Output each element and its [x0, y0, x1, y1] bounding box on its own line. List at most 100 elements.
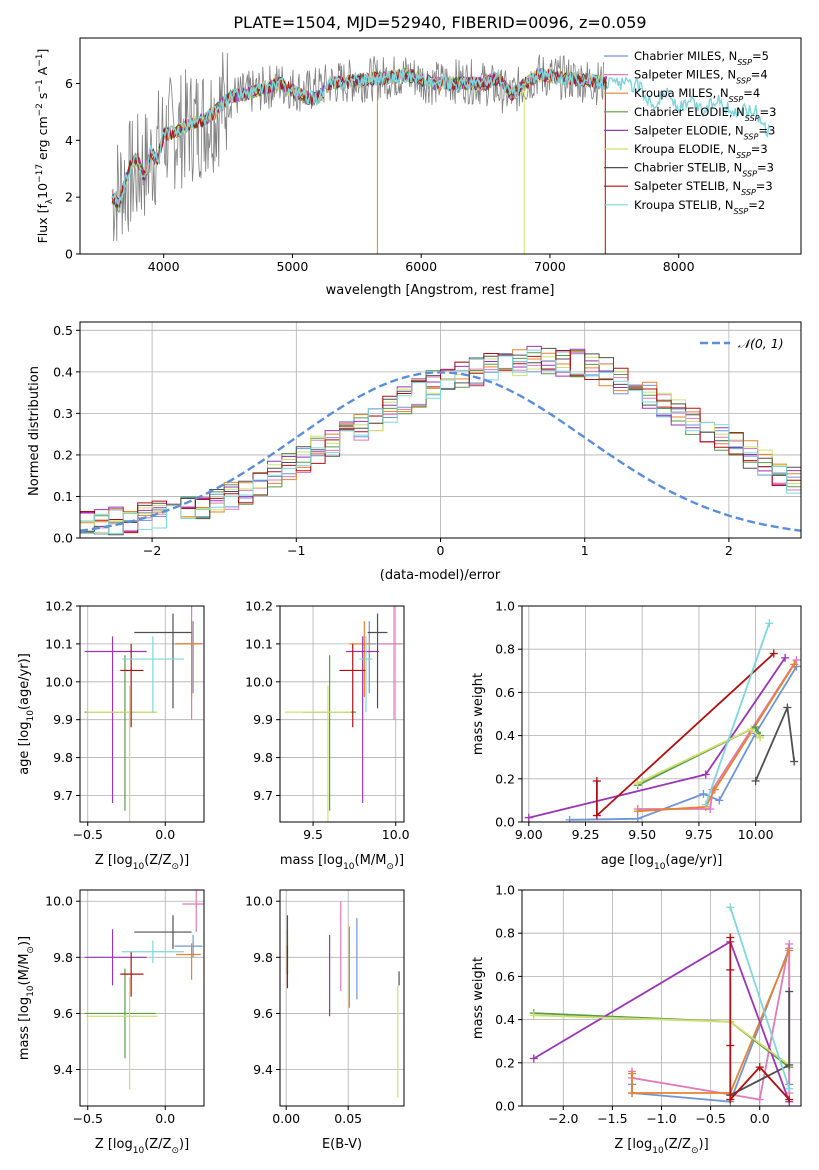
series-marker — [790, 660, 799, 669]
errorbar-point — [86, 976, 158, 1090]
axes: 9.5 10.0 9.7 9.8 9.9 10.0 10.1 10.2 mass [log10(… — [245, 599, 410, 873]
y-tick-label: 9.8 — [253, 950, 273, 965]
series-line-kroupa-stelib — [704, 623, 771, 805]
y-tick-label: 9.4 — [253, 1062, 273, 1077]
series-marker — [751, 722, 760, 731]
figure-title: PLATE=1504, MJD=52940, FIBERID=0096, z=0… — [233, 13, 646, 32]
errorbar-point — [134, 613, 192, 709]
x-tick-label: 1 — [581, 543, 589, 558]
x-tick-label: 0.00 — [272, 1111, 300, 1126]
legend-label: 𝒩(0, 1) — [738, 336, 784, 351]
y-tick-label: 10.0 — [45, 894, 73, 909]
x-tick-label: 9.25 — [572, 827, 600, 842]
x-tick-label: 9.50 — [628, 827, 656, 842]
errorbar-point — [339, 643, 366, 728]
legend-label: Chabrier MILES, NSSP=5 — [634, 49, 769, 67]
y-tick-label: 9.7 — [53, 788, 73, 803]
series-marker — [592, 776, 601, 785]
y-tick-label: 9.4 — [53, 1062, 73, 1077]
series-marker — [706, 805, 715, 814]
series-marker — [701, 770, 710, 779]
x-tick-label: −2 — [143, 543, 161, 558]
series-marker — [529, 1011, 538, 1020]
x-tick-label: 8000 — [663, 259, 695, 274]
x-axis-label: Z [log10(Z/Z⊙)] — [95, 853, 189, 872]
x-axis-label: E(B-V) — [322, 1137, 362, 1152]
series-marker — [792, 656, 801, 664]
plot-marks — [84, 606, 203, 822]
y-tick-label: 10.0 — [45, 674, 73, 689]
y-tick-label: 0.0 — [495, 815, 515, 830]
y-tick-label: 0.2 — [495, 771, 515, 786]
y-tick-label: 9.8 — [53, 750, 73, 765]
y-tick-label: 0.0 — [53, 531, 73, 546]
errorbar-point — [120, 643, 144, 728]
axes: −0.5 0.0 9.4 9.6 9.8 10.0 Z [log10(Z/Z⊙)] mass … — [17, 889, 205, 1156]
errorbar-point — [134, 915, 192, 949]
x-axis-label: mass [log10(M/M⊙)] — [280, 853, 404, 872]
axes: 9.00 9.25 9.50 9.75 10.00 0.0 0.2 0.4 0.6 0.8 1.0 a… — [471, 599, 802, 872]
series-marker — [565, 815, 574, 822]
axes-frame — [279, 889, 405, 1107]
legend-label: Chabrier ELODIE, NSSP=3 — [634, 105, 776, 123]
y-tick-label: 0.4 — [53, 364, 73, 379]
axes-frame — [79, 605, 205, 823]
series-marker — [785, 1095, 794, 1104]
axes-frame — [79, 889, 205, 1107]
histogram-chabrier-stelib — [80, 347, 801, 536]
series-marker — [751, 776, 760, 785]
y-tick-label: 0.5 — [53, 323, 73, 338]
series-marker — [781, 653, 790, 662]
series-marker — [726, 1095, 735, 1104]
x-tick-label: 9.75 — [685, 827, 713, 842]
y-axis-label: Normed distribution — [27, 366, 42, 496]
y-tick-label: 10.1 — [45, 636, 73, 651]
x-tick-label: −0.5 — [695, 1111, 725, 1126]
y-tick-label: 1.0 — [495, 883, 515, 898]
y-tick-label: 9.9 — [53, 712, 73, 727]
x-tick-label: 0.0 — [750, 1111, 770, 1126]
series-marker — [628, 1089, 637, 1098]
y-tick-label: 0.4 — [495, 1012, 515, 1027]
panel-mass-weight-vs-age: 9.00 9.25 9.50 9.75 10.00 0.0 0.2 0.4 0.6 0.8 1.0 a… — [471, 599, 802, 872]
y-tick-label: 10.2 — [245, 599, 273, 614]
series-marker — [633, 814, 642, 822]
legend-label: Kroupa MILES, NSSP=4 — [634, 86, 760, 104]
errorbar-point — [174, 934, 203, 958]
y-tick-label: 0.2 — [53, 447, 73, 462]
y-tick-label: 0.2 — [495, 1055, 515, 1070]
plot-area — [80, 890, 204, 1106]
x-tick-label: 5000 — [277, 259, 309, 274]
x-tick-label: −1.5 — [597, 1111, 627, 1126]
y-tick-label: 0.6 — [495, 969, 515, 984]
y-axis-label: mass weight — [471, 957, 486, 1039]
plot-area — [280, 606, 404, 822]
y-tick-label: 10.0 — [245, 674, 273, 689]
x-tick-label: 7000 — [534, 259, 566, 274]
panel-mass-weight-vs-Z: −2.0 −1.5 −1.0 −0.5 0.0 0.0 0.2 0.4 0.6 0.8 1.0 Z [… — [471, 883, 802, 1156]
y-tick-label: 9.8 — [53, 950, 73, 965]
errorbar-point — [284, 685, 352, 822]
series-marker — [755, 1095, 764, 1104]
axes: −2.0 −1.5 −1.0 −0.5 0.0 0.0 0.2 0.4 0.6 0.8 1.0 Z [… — [471, 883, 802, 1156]
y-tick-label: 9.9 — [253, 712, 273, 727]
errorbar-point — [84, 636, 147, 804]
plot-area — [280, 890, 404, 1106]
errorbar-point — [367, 613, 388, 709]
panel-residuals: 𝒩(0, 1) −2 −1 0 1 2 0.0 0.1 0.2 0.3 0.4 0.5 (data-mo… — [27, 321, 802, 583]
y-axis-label: mass [log10(M/M⊙)] — [17, 936, 36, 1060]
series-marker — [769, 649, 778, 658]
legend-label: Salpeter STELIB, NSSP=3 — [634, 179, 773, 197]
x-tick-label: −0.5 — [73, 827, 103, 842]
errorbar-point — [176, 943, 201, 980]
x-tick-label: 9.00 — [515, 827, 543, 842]
errorbar-point — [86, 685, 158, 822]
plot-marks — [529, 903, 794, 1106]
legend-label: Salpeter MILES, NSSP=4 — [634, 68, 768, 86]
series-marker — [592, 811, 601, 820]
panel-age-vs-Z: −0.5 0.0 9.7 9.8 9.9 10.0 10.1 10.2 Z [log10(Z/Z… — [17, 599, 205, 872]
axes-frame — [279, 605, 405, 823]
series-marker — [755, 1063, 764, 1072]
series-marker — [785, 946, 794, 955]
